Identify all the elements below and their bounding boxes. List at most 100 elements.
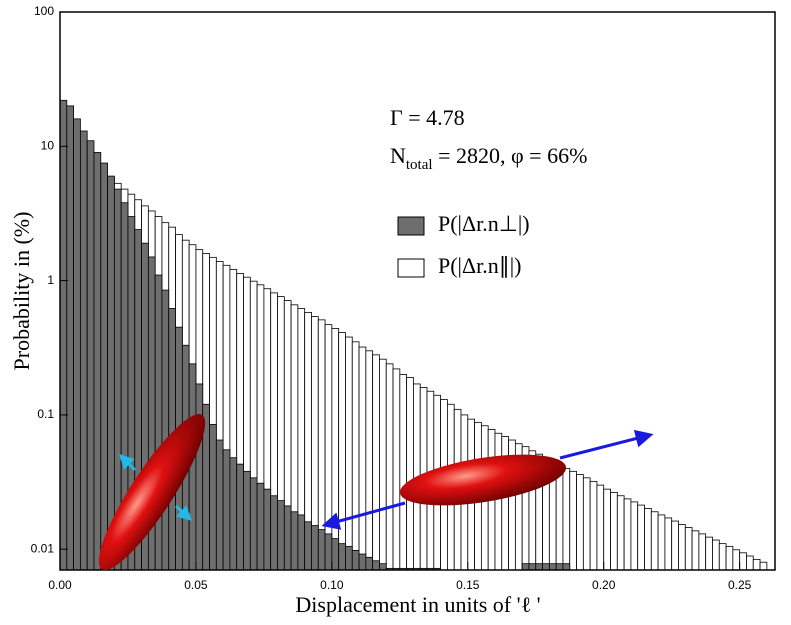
y-tick-label: 100 [34, 4, 54, 18]
bar [358, 553, 367, 570]
bar [379, 563, 387, 570]
bar [236, 463, 244, 570]
bar [494, 432, 503, 570]
bar [542, 563, 550, 570]
bar [365, 350, 374, 570]
bar [746, 555, 754, 570]
bar [93, 152, 102, 570]
plot-frame [59, 11, 776, 571]
bar [277, 500, 285, 570]
bar [406, 377, 414, 570]
bar [535, 563, 543, 570]
bar [732, 549, 741, 570]
arrow [321, 501, 406, 530]
y-tick-label: 1 [47, 273, 54, 287]
bar [582, 477, 591, 570]
ellipsoid [399, 454, 567, 506]
y-tick-label: 0.1 [37, 407, 54, 421]
bar [60, 99, 68, 570]
bar [304, 521, 312, 570]
bar [331, 538, 340, 570]
bar [433, 567, 442, 570]
bar [596, 484, 605, 570]
bar [263, 488, 272, 570]
bar [603, 488, 611, 570]
legend-label: P(|Δr.n∥|) [438, 253, 521, 278]
bar [705, 536, 713, 570]
bar [678, 523, 686, 570]
x-tick-label: 0.15 [456, 578, 480, 592]
bar [576, 474, 584, 570]
bar [555, 563, 564, 570]
bar [521, 563, 530, 570]
bar [562, 467, 571, 570]
bar [345, 336, 353, 570]
bar [555, 463, 564, 570]
bar [623, 498, 632, 570]
legend-swatch [397, 216, 425, 236]
annotation: Γ = 4.78 [390, 105, 465, 130]
bar [222, 449, 231, 570]
bar [249, 477, 258, 570]
bar [718, 543, 727, 570]
x-tick-label: 0.20 [592, 578, 616, 592]
decorations [98, 413, 654, 571]
bar [684, 527, 693, 570]
bar [562, 563, 571, 570]
bar [725, 545, 734, 570]
y-axis-label: Probability in (%) [9, 212, 34, 371]
bar [195, 383, 204, 570]
x-axis-label: Displacement in units of 'ℓ ' [295, 592, 540, 617]
bar [664, 517, 673, 570]
bar [324, 324, 333, 570]
annotation-part: = 2820, φ = 66% [433, 143, 588, 168]
bar [528, 563, 537, 570]
bar [379, 358, 387, 570]
bar [154, 274, 163, 570]
bar [311, 525, 319, 570]
bar [351, 341, 360, 570]
bar [392, 368, 401, 570]
bar [79, 130, 88, 570]
bar [399, 374, 408, 570]
bar [73, 118, 81, 570]
bar [358, 346, 367, 570]
bar [283, 505, 292, 570]
bar [209, 423, 217, 570]
bar [610, 491, 618, 570]
bar [637, 504, 645, 570]
bar [644, 508, 652, 570]
bar [752, 558, 761, 570]
annotation: Ntotal = 2820, φ = 66% [390, 143, 587, 173]
legend: P(|Δr.n⊥|) P(|Δr.n∥|) [397, 211, 530, 278]
arrow [118, 453, 137, 472]
bar [759, 561, 768, 570]
bar [630, 501, 639, 570]
bar [739, 552, 747, 570]
x-tick-label: 0.25 [728, 578, 752, 592]
bar [569, 470, 577, 570]
x-tick-label: 0.00 [48, 578, 72, 592]
bar [698, 533, 707, 570]
bar [317, 529, 326, 570]
bar [548, 563, 557, 570]
bar [338, 332, 346, 570]
annotation-subscript: total [406, 157, 433, 173]
bar [107, 175, 115, 570]
bar [66, 105, 74, 570]
bar [345, 545, 353, 570]
bar [351, 549, 360, 570]
bar [256, 482, 265, 570]
bar [243, 470, 251, 570]
x-tick-label: 0.10 [320, 578, 344, 592]
legend-swatch [397, 258, 425, 278]
y-tick-label: 10 [41, 138, 55, 152]
legend-label: P(|Δr.n⊥|) [438, 211, 530, 236]
bar [338, 543, 346, 570]
bar [290, 511, 299, 570]
arrow [559, 429, 654, 460]
bar [712, 539, 720, 570]
arrow [174, 504, 193, 522]
bar [589, 480, 598, 570]
